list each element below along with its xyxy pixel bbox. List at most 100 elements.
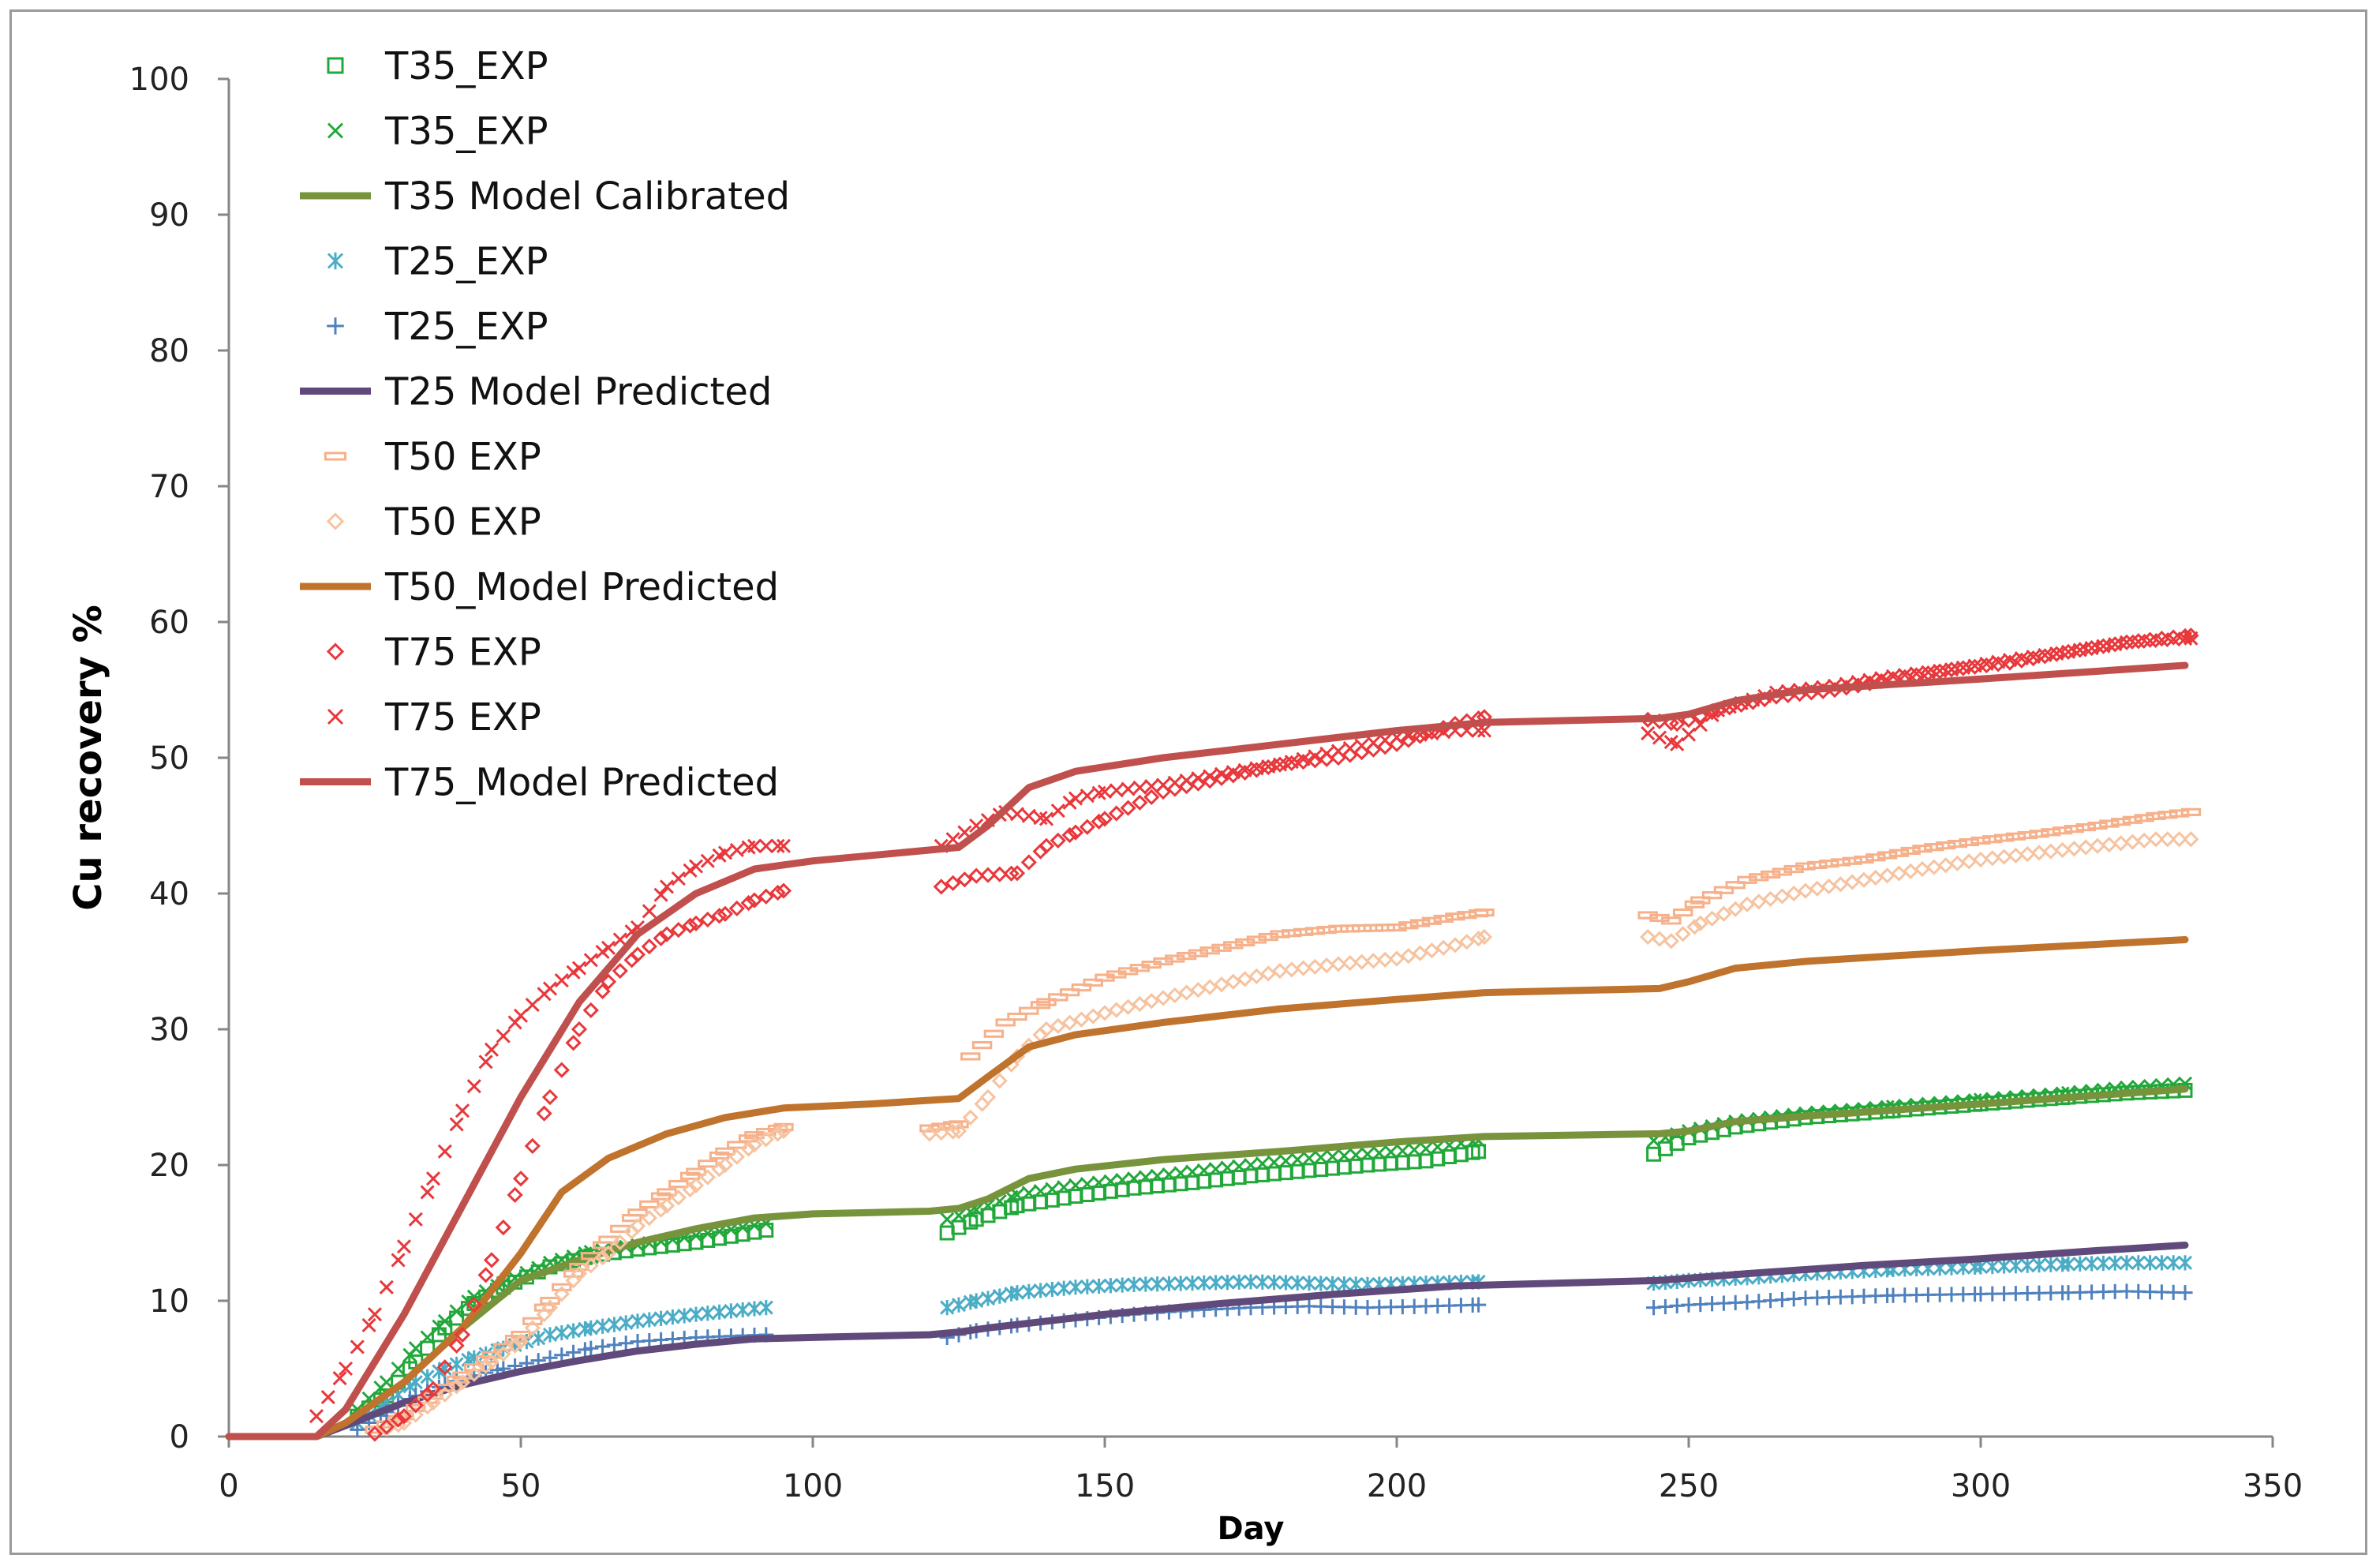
data-point: [2064, 825, 2085, 834]
data-point: [1435, 939, 1452, 956]
data-point: [1085, 1008, 1102, 1025]
data-point: [1214, 766, 1229, 781]
data-point: [1048, 993, 1068, 1002]
axes: 0 10 20 30 40 50 60 70 80 90 100 0 50 100 150 200 250 300…: [129, 62, 2303, 1504]
data-point: [2089, 837, 2106, 854]
legend-label: T75 EXP: [384, 695, 541, 740]
data-point: [1179, 773, 1194, 788]
data-point: [1068, 1178, 1083, 1193]
data-point: [525, 997, 540, 1013]
data-point: [1225, 973, 1241, 990]
data-point: [1313, 1150, 1328, 1165]
data-point: [1750, 894, 1767, 910]
legend-item: T35_EXP: [327, 110, 548, 154]
data-point: [682, 1181, 698, 1198]
data-point: [1068, 1279, 1083, 1295]
data-point: [1115, 1277, 1130, 1293]
data-point: [1365, 953, 1382, 969]
data-point: [1173, 1166, 1188, 1181]
data-point: [650, 1192, 672, 1201]
data-point: [668, 1179, 689, 1189]
data-point: [1150, 1168, 1165, 1183]
data-point: [1220, 1160, 1235, 1175]
data-point: [512, 1171, 530, 1187]
data-point: [1083, 978, 1103, 987]
data-point: [629, 946, 646, 963]
data-point: [408, 1341, 423, 1356]
data-point: [1208, 1275, 1223, 1291]
data-point: [1213, 976, 1230, 993]
data-point: [448, 1337, 465, 1354]
data-point: [437, 1313, 452, 1328]
data-point: [1701, 891, 1723, 900]
data-point: [338, 1361, 354, 1377]
data-point: [992, 1288, 1007, 1304]
data-point: [1337, 1276, 1352, 1292]
data-point: [1255, 1274, 1270, 1290]
data-point: [2002, 653, 2018, 668]
data-point: [1774, 888, 1791, 905]
data-point: [2072, 1256, 2087, 1272]
data-point: [679, 1171, 701, 1180]
data-point: [983, 1029, 1005, 1038]
data-point: [775, 1122, 792, 1140]
data-point: [758, 1300, 773, 1316]
data-point: [1232, 1159, 1247, 1174]
data-point: [1354, 738, 1369, 753]
data-point: [653, 930, 669, 946]
data-point: [1672, 908, 1693, 917]
data-point: [1225, 767, 1241, 784]
data-point: [1944, 662, 1959, 677]
data-point: [1080, 1177, 1095, 1192]
data-point: [1248, 968, 1265, 985]
data-point: [2054, 841, 2071, 859]
data-point: [758, 888, 774, 905]
data-point: [2159, 831, 2176, 848]
data-point: [436, 1386, 453, 1403]
legend-swatch: [324, 451, 347, 461]
data-point: [1935, 841, 1956, 850]
data-point: [569, 1262, 589, 1272]
y-tick-label: 10: [149, 1283, 189, 1320]
data-point: [1021, 808, 1036, 823]
data-point: [1313, 1276, 1328, 1291]
data-point: [1150, 1276, 1165, 1292]
data-point: [1885, 669, 1901, 684]
data-point: [1388, 950, 1405, 967]
data-point: [425, 1171, 441, 1186]
data-point: [1955, 660, 1971, 676]
data-point: [466, 1289, 481, 1304]
data-point: [407, 1397, 424, 1414]
data-point: [1855, 871, 1873, 888]
data-point: [449, 1117, 464, 1132]
data-point: [583, 1340, 599, 1356]
data-point: [699, 1169, 716, 1186]
data-point: [1196, 1163, 1211, 1178]
y-tick-label: 40: [149, 876, 189, 912]
data-point: [1203, 769, 1218, 784]
data-point: [1319, 957, 1335, 974]
data-point: [933, 1124, 949, 1141]
data-point: [2171, 831, 2187, 848]
data-point: [709, 1151, 730, 1160]
data-point: [536, 1105, 552, 1122]
data-point: [712, 1304, 727, 1320]
data-point: [1290, 1152, 1305, 1167]
data-point: [1237, 762, 1252, 777]
data-point: [553, 1286, 570, 1302]
data-point: [1830, 858, 1851, 867]
data-point: [1330, 744, 1346, 759]
data-point: [607, 1317, 622, 1332]
data-point: [540, 1296, 560, 1306]
data-point: [481, 1351, 502, 1359]
data-point: [1255, 1156, 1270, 1171]
data-point: [2066, 841, 2082, 857]
data-point: [1226, 765, 1241, 780]
data-point: [945, 875, 961, 891]
data-point: [1366, 736, 1381, 751]
data-point: [477, 1358, 494, 1374]
data-point: [1278, 1275, 1293, 1291]
x-tick-label: 150: [1075, 1468, 1135, 1504]
data-point: [2131, 1255, 2146, 1271]
data-point: [715, 1147, 735, 1156]
